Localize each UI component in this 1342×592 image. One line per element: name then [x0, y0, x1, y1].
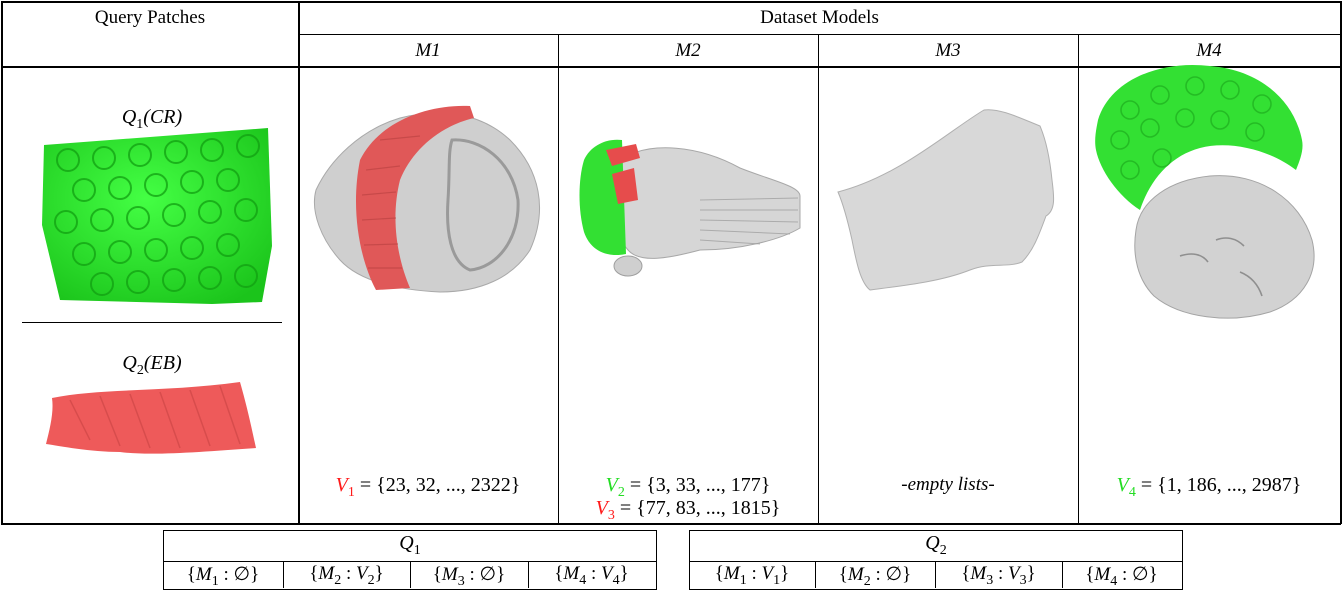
list-m3-empty: -empty lists-: [901, 474, 995, 495]
result-q1-entry-1: {M1 : ∅}: [186, 564, 260, 589]
query-label-q1: Q1(CR): [121, 106, 183, 132]
result-q2-title: Q2: [925, 532, 947, 558]
result-q2-entry-1: {M1 : V1}: [714, 563, 790, 588]
header-query-patches: Query Patches: [94, 7, 206, 28]
table-header-bottom: [1, 66, 1341, 68]
result-q1-sep-1: [283, 562, 284, 588]
list-m2-v3: V3 = {77, 83, ..., 1815}: [595, 497, 781, 523]
result-box-q1: [163, 530, 657, 590]
result-q2-sep-1: [815, 562, 816, 588]
table-col-divider-m1: [558, 34, 559, 524]
table-col-divider-m3: [1078, 34, 1079, 524]
header-model-m2: M2: [675, 40, 701, 61]
result-q1-header-divider: [163, 561, 657, 562]
table-right-border: [1340, 1, 1342, 524]
list-m2-v2: V2 = {3, 33, ..., 177}: [605, 474, 771, 500]
result-q1-sep-3: [528, 562, 529, 588]
result-q2-header-divider: [689, 561, 1183, 562]
table-bottom-border: [1, 523, 1341, 525]
result-q2-sep-2: [935, 562, 936, 588]
result-q1-sep-2: [410, 562, 411, 588]
result-q2-sep-3: [1062, 562, 1063, 588]
table-col-divider-left: [298, 1, 300, 524]
result-q1-entry-4: {M4 : V4}: [554, 563, 629, 588]
list-m4: V4 = {1, 186, ..., 2987}: [1116, 474, 1302, 500]
query-label-q2: Q2(EB): [122, 352, 182, 378]
result-q1-title: Q1: [399, 532, 421, 558]
table-header-divider: [298, 34, 1341, 35]
query-separator: [22, 322, 282, 323]
header-model-m3: M3: [935, 40, 961, 61]
result-q1-entry-2: {M2 : V2}: [309, 563, 384, 588]
result-box-q2: [689, 530, 1183, 590]
header-model-m1: M1: [415, 40, 441, 61]
result-q2-entry-3: {M3 : V3}: [961, 563, 1036, 588]
header-model-m4: M4: [1196, 40, 1222, 61]
list-m1: V1 = {23, 32, ..., 2322}: [335, 474, 521, 500]
result-q2-entry-4: {M4 : ∅}: [1085, 564, 1158, 589]
header-dataset-models: Dataset Models: [760, 7, 879, 28]
table-col-divider-m2: [818, 34, 819, 524]
result-q2-entry-2: {M2 : ∅}: [838, 564, 912, 589]
result-q1-entry-3: {M3 : ∅}: [432, 564, 506, 589]
table-left-border: [1, 1, 3, 524]
table-top-border: [1, 1, 1341, 3]
